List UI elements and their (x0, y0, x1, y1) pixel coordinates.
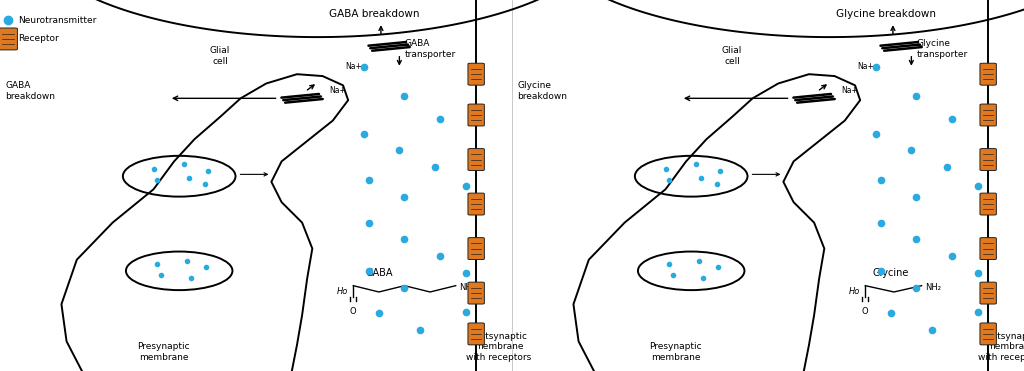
Text: Postsynaptic
membrane
with receptors: Postsynaptic membrane with receptors (466, 332, 531, 362)
FancyBboxPatch shape (468, 323, 484, 345)
Text: GABA breakdown: GABA breakdown (329, 9, 419, 19)
Text: Postsynaptic
membrane
with receptors: Postsynaptic membrane with receptors (978, 332, 1024, 362)
FancyBboxPatch shape (980, 104, 996, 126)
Text: Glial
cell: Glial cell (210, 46, 230, 66)
Text: Neurotransmitter: Neurotransmitter (18, 16, 97, 25)
Text: Glycine
transporter: Glycine transporter (916, 39, 968, 59)
Text: NH₂: NH₂ (459, 283, 475, 292)
Text: GABA
breakdown: GABA breakdown (5, 81, 55, 101)
FancyBboxPatch shape (980, 238, 996, 260)
Text: Ho: Ho (849, 288, 860, 296)
FancyBboxPatch shape (468, 149, 484, 171)
Text: O: O (350, 307, 356, 316)
Text: Glial
cell: Glial cell (722, 46, 742, 66)
Text: Na+: Na+ (857, 62, 873, 71)
Text: Presynaptic
membrane: Presynaptic membrane (649, 342, 702, 362)
Text: Na+: Na+ (330, 86, 346, 95)
FancyBboxPatch shape (980, 149, 996, 171)
Text: O: O (862, 307, 868, 316)
FancyBboxPatch shape (980, 193, 996, 215)
Text: Receptor: Receptor (18, 35, 59, 43)
FancyBboxPatch shape (468, 238, 484, 260)
FancyBboxPatch shape (468, 63, 484, 85)
FancyBboxPatch shape (0, 28, 17, 50)
Text: Na+: Na+ (842, 86, 858, 95)
FancyBboxPatch shape (980, 282, 996, 304)
FancyBboxPatch shape (468, 282, 484, 304)
FancyBboxPatch shape (980, 63, 996, 85)
FancyBboxPatch shape (468, 104, 484, 126)
Text: Glycine
breakdown: Glycine breakdown (517, 81, 567, 101)
Text: NH₂: NH₂ (925, 283, 941, 292)
Text: Glycine breakdown: Glycine breakdown (836, 9, 936, 19)
Text: GABA
transporter: GABA transporter (404, 39, 456, 59)
Text: Ho: Ho (337, 288, 348, 296)
FancyBboxPatch shape (468, 193, 484, 215)
Text: Na+: Na+ (345, 62, 361, 71)
FancyBboxPatch shape (980, 323, 996, 345)
Text: Glycine: Glycine (872, 268, 909, 278)
Text: Presynaptic
membrane: Presynaptic membrane (137, 342, 190, 362)
Text: GABA: GABA (366, 268, 392, 278)
